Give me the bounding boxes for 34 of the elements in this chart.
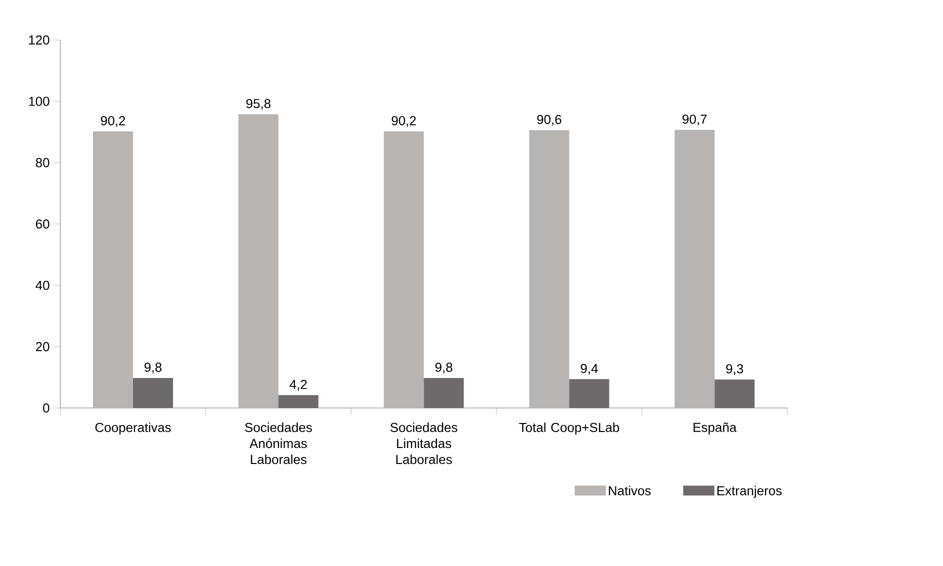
- bar: [278, 395, 318, 408]
- data-label: 90,6: [537, 114, 562, 126]
- bar: [674, 130, 715, 408]
- y-tick-label: 20: [36, 342, 50, 352]
- x-tick-label: Total Coop+SLab: [519, 422, 620, 435]
- x-tick-label: Sociedades Limitadas Laborales: [390, 422, 458, 464]
- data-label: 90,7: [682, 114, 707, 126]
- y-tick-label: 120: [29, 35, 50, 45]
- y-tick-label: 60: [36, 219, 50, 229]
- x-tick-label: Sociedades Anónimas Laborales: [245, 422, 312, 464]
- bar: [133, 378, 173, 408]
- bar: [384, 131, 424, 408]
- y-tick-label: 100: [29, 96, 50, 106]
- bar: [93, 131, 133, 408]
- data-label: 90,2: [100, 116, 125, 127]
- data-label: 9,4: [580, 364, 598, 375]
- x-tick-label: España: [694, 422, 737, 435]
- data-label: 9,3: [726, 364, 744, 375]
- bar: [714, 379, 755, 408]
- bar: [569, 379, 610, 408]
- legend-label: Nativos: [608, 486, 651, 496]
- data-label: 9,8: [144, 362, 162, 374]
- data-label: 4,2: [290, 380, 307, 391]
- y-tick-label: 0: [43, 403, 50, 413]
- data-label: 90,2: [392, 116, 416, 127]
- bar: [424, 378, 464, 408]
- data-label: 9,8: [435, 362, 452, 374]
- x-tick-label: Cooperativas: [95, 422, 171, 435]
- y-tick-label: 40: [36, 280, 50, 290]
- bar: [529, 130, 570, 408]
- legend-label: Extranjeros: [717, 486, 782, 498]
- bar: [238, 114, 278, 408]
- data-label: 95,8: [246, 98, 270, 110]
- y-tick-label: 80: [36, 158, 50, 168]
